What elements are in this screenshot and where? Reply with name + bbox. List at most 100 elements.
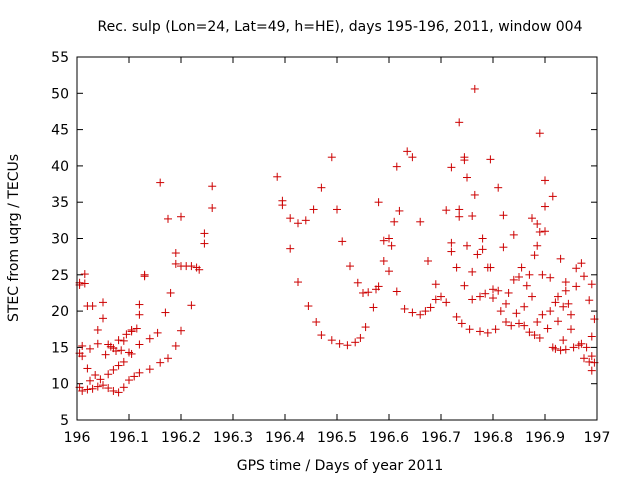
data-point [502,317,510,326]
data-point [164,214,172,223]
data-point [294,278,302,287]
data-point [486,155,495,164]
data-point [522,281,531,290]
data-point [541,176,549,185]
data-point [496,307,505,316]
data-point [452,312,461,321]
data-point [457,319,466,328]
data-point [569,343,578,352]
data-point [301,216,310,225]
data-point [556,346,565,355]
data-point [93,339,102,348]
data-point [392,162,401,171]
data-point [431,295,440,304]
data-point [278,201,287,210]
data-point [452,263,461,272]
data-point [538,270,547,279]
y-tick-label: 50 [51,86,69,102]
data-point [135,310,144,319]
data-point [166,288,175,297]
data-point [509,275,518,284]
data-point [507,321,516,330]
data-point [96,375,105,384]
x-tick-label: 196.3 [213,430,253,446]
data-point [481,289,490,298]
data-point [335,339,344,348]
data-point [551,344,560,353]
data-point [140,270,149,279]
data-point [83,385,92,394]
data-point [309,205,318,214]
y-tick-label: 15 [51,340,69,356]
x-tick-label: 197 [584,430,611,446]
data-point [478,245,487,254]
data-point [416,310,425,319]
x-tick-label: 196.8 [473,430,513,446]
data-point [478,234,487,243]
data-point [156,358,165,367]
data-point [463,173,471,182]
data-point [455,205,464,214]
data-point [369,303,378,312]
data-point [580,354,588,363]
data-point [114,336,123,345]
data-point [379,236,388,245]
data-point [538,310,547,319]
x-tick-label: 196.6 [369,430,409,446]
data-point [104,370,113,379]
data-point [88,384,97,393]
data-point [86,376,94,385]
data-point [171,341,180,350]
data-point [408,308,417,317]
data-point [585,296,594,305]
x-axis-label: GPS time / Days of year 2011 [237,458,444,474]
data-point [114,361,123,370]
data-point [577,339,586,348]
data-point [502,299,510,308]
data-point [109,386,118,395]
data-point [99,381,107,390]
data-point [93,325,102,334]
data-point [530,251,539,260]
x-tick-label: 196.7 [421,430,461,446]
data-point [403,147,412,156]
data-point [200,239,209,248]
data-point [359,288,367,297]
data-point [338,237,347,246]
data-point [533,317,542,326]
data-point [455,118,464,127]
data-point [541,202,549,211]
data-point [78,352,87,361]
data-point [470,84,479,93]
data-point [567,310,575,319]
data-point [567,325,575,334]
axis-ticks: 196 196.1 196.2 196.3 196.4 196.5 196.6 196.7 19… [51,50,610,446]
data-point [499,211,508,220]
data-point [546,307,555,316]
data-point [353,278,362,287]
data-point [83,364,92,373]
data-point [587,332,596,341]
data-point [192,263,201,272]
data-point [491,325,500,334]
data-point [119,336,128,345]
data-point [489,285,497,294]
data-point [465,325,474,334]
data-point [504,288,513,297]
data-point [473,250,482,259]
data-point [580,272,588,281]
data-point [468,295,477,304]
data-point [104,384,113,393]
data-point [426,303,435,312]
data-point [135,300,144,309]
x-tick-label: 196.9 [525,430,565,446]
data-point [587,352,596,361]
data-point [476,292,484,301]
data-point [582,343,591,352]
data-point [99,314,107,323]
data-point [517,263,526,272]
x-tick-label: 196 [64,430,91,446]
y-tick-label: 5 [60,413,69,429]
data-point [587,366,596,375]
